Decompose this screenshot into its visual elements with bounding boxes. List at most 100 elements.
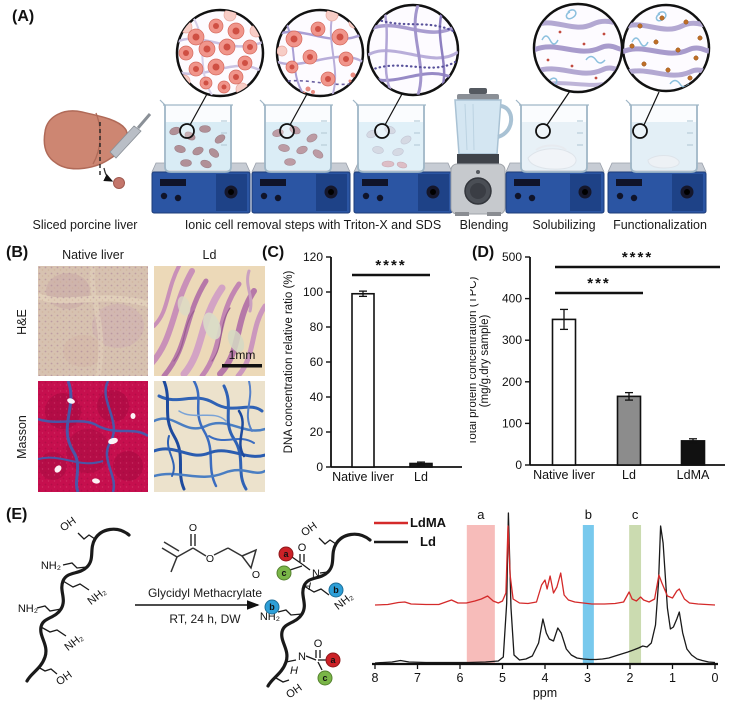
svg-text:a: a: [477, 507, 485, 522]
svg-text:NH₂: NH₂: [260, 611, 280, 623]
gma-structure: O O O: [135, 522, 260, 610]
svg-text:c: c: [322, 673, 327, 683]
svg-text:a: a: [283, 549, 289, 559]
decellularization-schematic: [43, 2, 711, 216]
svg-text:0: 0: [316, 460, 323, 474]
dna-bar-chart: 0 20 40 60 80 100 120 Native liver Ld **** DNA con…: [283, 250, 462, 484]
nmr-band-b: [582, 525, 594, 664]
he-ld-image: 1mm: [154, 266, 265, 376]
masson-native-image: [38, 381, 148, 492]
svg-text:1: 1: [669, 671, 676, 685]
panel-label-d: (D): [472, 244, 495, 261]
row-header-he: H&E: [15, 309, 29, 335]
methacrylate-dots: [629, 15, 703, 81]
svg-text:c: c: [281, 568, 286, 578]
inset-circle-3: [366, 3, 460, 97]
svg-text:DNA concentration relative rat: DNA concentration relative ratio (%): [283, 270, 295, 453]
caption-sliced-liver: Sliced porcine liver: [32, 218, 138, 232]
inset-circle-4: [532, 2, 624, 94]
scalpel-icon: [109, 113, 152, 159]
svg-text:c: c: [632, 507, 639, 522]
beaker-icon-1: [159, 93, 234, 173]
svg-text:7: 7: [414, 671, 421, 685]
nmr-band-c: [629, 525, 642, 664]
svg-text:Total protein concentration (T: Total protein concentration (TPC): [470, 276, 479, 445]
magnifier-circle-3: [374, 123, 390, 139]
svg-text:20: 20: [310, 425, 324, 439]
bar-ldma: [680, 440, 706, 466]
scale-bar-text: 1mm: [229, 348, 256, 362]
svg-text:Ld: Ld: [420, 534, 436, 549]
beaker-icon-5: [625, 91, 700, 173]
svg-text:b: b: [333, 585, 339, 595]
svg-text:H: H: [290, 665, 298, 677]
svg-text:OH: OH: [284, 682, 304, 701]
svg-text:LdMA: LdMA: [677, 468, 710, 482]
liver-icon: [43, 110, 152, 189]
magnifier-circle-4: [535, 123, 551, 139]
svg-text:b: b: [585, 507, 592, 522]
polymer-after-structure: OH N H O NH₂ NH₂ N H O OH a c b b a c: [260, 520, 372, 701]
svg-text:NH₂: NH₂: [41, 560, 61, 572]
row-header-masson: Masson: [15, 415, 29, 459]
svg-text:OH: OH: [58, 515, 78, 534]
panel-label-a: (A): [12, 8, 35, 25]
inset-circle-5: [621, 3, 711, 93]
svg-text:Ld: Ld: [414, 470, 428, 484]
svg-text:LdMA: LdMA: [410, 515, 447, 530]
bar-ld: [616, 395, 642, 466]
masson-ld-image: [154, 381, 265, 492]
svg-text:6: 6: [457, 671, 464, 685]
svg-text:Ld: Ld: [622, 468, 636, 482]
svg-text:OH: OH: [54, 669, 74, 688]
caption-blending: Blending: [459, 218, 509, 232]
svg-text:N: N: [312, 568, 320, 580]
svg-text:(mg/g.dry sample): (mg/g.dry sample): [479, 315, 491, 408]
svg-text:NH₂: NH₂: [86, 586, 109, 608]
svg-text:a: a: [330, 655, 336, 665]
caption-functionalization: Functionalization: [613, 218, 707, 232]
svg-text:****: ****: [622, 249, 653, 266]
nmr-band-a: [466, 525, 495, 664]
svg-text:NH₂: NH₂: [18, 603, 38, 615]
svg-text:5: 5: [499, 671, 506, 685]
svg-text:O: O: [252, 569, 260, 581]
svg-text:b: b: [269, 602, 275, 612]
nmr-trace-ld: [374, 512, 716, 664]
svg-text:Native liver: Native liver: [533, 468, 595, 482]
panel-label-b: (B): [6, 244, 29, 261]
svg-text:3: 3: [584, 671, 591, 685]
svg-text:O: O: [314, 638, 323, 650]
nmr-spectrum: a b c 8 7 6 5 4 3 2 1 0 ppm LdMA Ld: [372, 507, 719, 700]
svg-text:O: O: [298, 542, 307, 554]
magnifier-circle-5: [632, 123, 648, 139]
blender-icon: [450, 88, 514, 216]
svg-text:O: O: [189, 522, 197, 534]
svg-text:H: H: [303, 581, 311, 593]
svg-text:300: 300: [502, 333, 522, 347]
caption-solubilizing: Solubilizing: [532, 218, 596, 232]
svg-text:0: 0: [712, 671, 719, 685]
beaker-icon-4: [515, 90, 590, 173]
svg-text:120: 120: [303, 250, 323, 264]
he-native-image: [38, 266, 148, 376]
beaker-icon-2: [259, 93, 334, 173]
svg-text:0: 0: [515, 458, 522, 472]
svg-text:500: 500: [502, 250, 522, 264]
conditions-label: RT, 24 h, DW: [169, 612, 241, 626]
bar-native-liver: [551, 318, 577, 466]
magnifier-circle-2: [279, 123, 295, 139]
svg-text:8: 8: [372, 671, 379, 685]
caption-ionic-removal: Ionic cell removal steps with Triton-X a…: [184, 218, 442, 232]
svg-text:200: 200: [502, 375, 522, 389]
svg-text:400: 400: [502, 292, 522, 306]
svg-text:***: ***: [587, 275, 611, 292]
nmr-trace-ldma: [374, 525, 716, 606]
bar-native-liver: [351, 292, 375, 468]
svg-text:4: 4: [542, 671, 549, 685]
reagent-label: Glycidyl Methacrylate: [147, 586, 263, 600]
magnifier-circle-1: [179, 123, 195, 139]
svg-text:2: 2: [627, 671, 634, 685]
